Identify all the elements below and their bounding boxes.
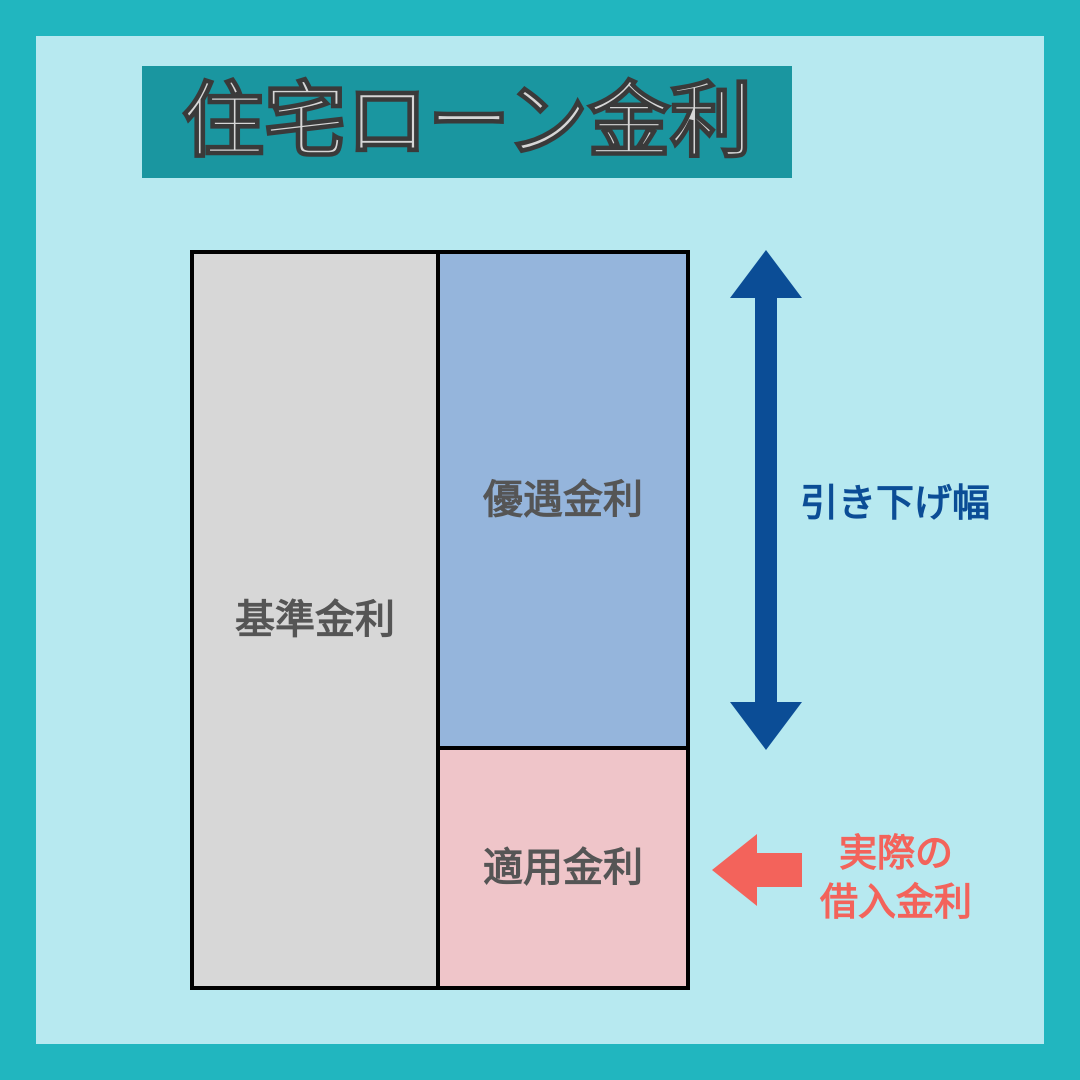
reduction-range-arrow (730, 250, 802, 750)
actual-rate-label-line2: 借入金利 (820, 882, 972, 924)
arrow-head-left-icon (712, 834, 757, 906)
actual-rate-label: 実際の 借入金利 (820, 830, 972, 929)
bar-applied-rate: 適用金利 (440, 750, 690, 990)
applied-rate-arrow (712, 834, 802, 906)
outer-frame: 住宅ローン金利 基準金利 優遇金利 適用金利 引き下げ幅 実際の 借入金利 (0, 0, 1080, 1080)
arrow-shaft (755, 296, 777, 704)
actual-rate-label-line1: 実際の (839, 833, 953, 875)
arrow-head-up-icon (730, 250, 802, 298)
bar-preferential-rate: 優遇金利 (440, 250, 690, 750)
bar-pref-label: 優遇金利 (483, 476, 643, 524)
arrow-head-down-icon (730, 702, 802, 750)
bar-apply-label: 適用金利 (483, 844, 643, 892)
bar-base-label: 基準金利 (235, 596, 395, 644)
bar-base-rate: 基準金利 (190, 250, 440, 990)
title-text: 住宅ローン金利 (182, 81, 752, 163)
title-box: 住宅ローン金利 (142, 66, 792, 178)
reduction-range-label: 引き下げ幅 (800, 472, 990, 527)
arrow-shaft-h (755, 853, 802, 887)
